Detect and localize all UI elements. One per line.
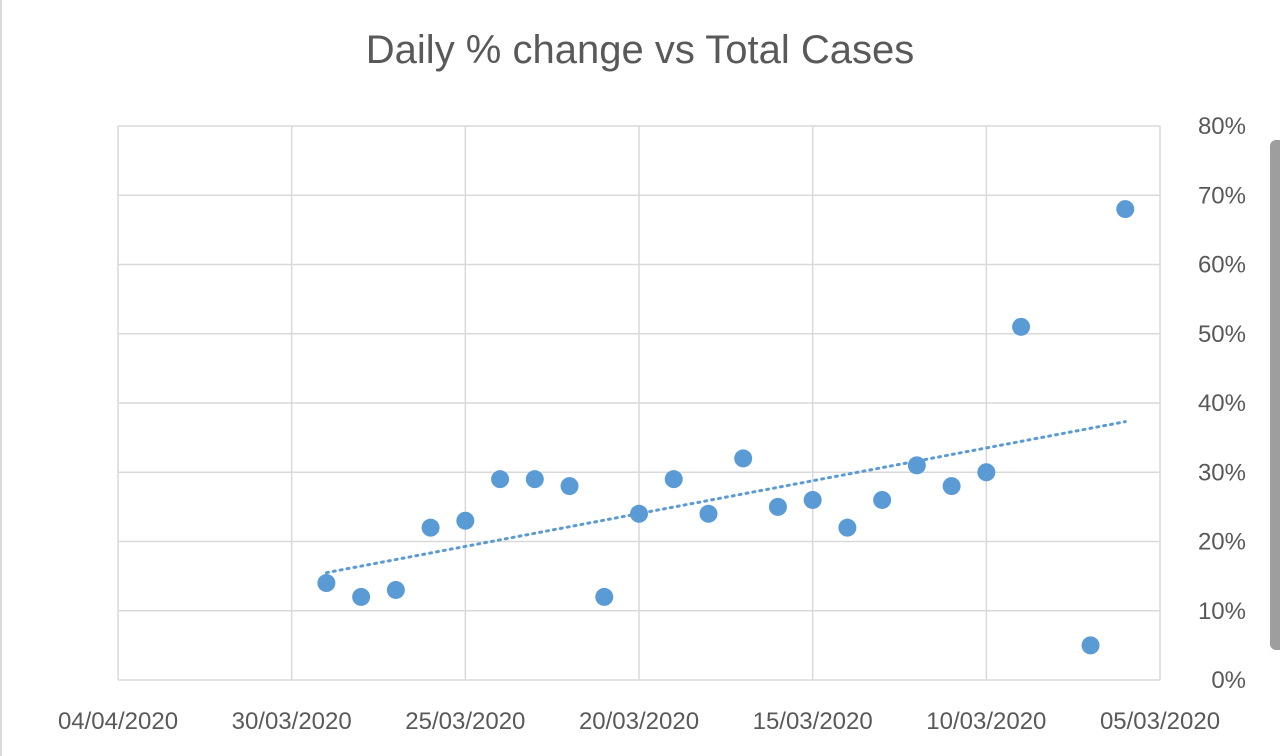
data-point xyxy=(942,477,961,496)
data-point xyxy=(456,511,475,530)
y-tick-label: 70% xyxy=(1198,182,1246,209)
data-point xyxy=(873,490,892,509)
x-tick-label: 04/04/2020 xyxy=(58,708,178,735)
data-point xyxy=(1116,200,1135,219)
data-point xyxy=(977,463,996,482)
data-point xyxy=(1012,317,1031,336)
data-point xyxy=(525,470,544,489)
data-point xyxy=(803,490,822,509)
y-tick-label: 0% xyxy=(1211,667,1246,694)
data-point xyxy=(768,497,787,516)
y-tick-label: 10% xyxy=(1198,598,1246,625)
data-point xyxy=(664,470,683,489)
data-point xyxy=(630,504,648,523)
x-tick-label: 05/03/2020 xyxy=(1100,708,1220,735)
data-point xyxy=(1081,636,1100,655)
y-tick-label: 20% xyxy=(1198,529,1246,556)
data-point xyxy=(421,518,440,537)
y-tick-label: 40% xyxy=(1198,390,1246,417)
data-point xyxy=(838,518,857,537)
data-point xyxy=(491,470,510,489)
x-tick-label: 10/03/2020 xyxy=(926,708,1046,735)
x-tick-label: 15/03/2020 xyxy=(753,708,873,735)
data-point xyxy=(317,574,336,593)
y-tick-label: 30% xyxy=(1198,459,1246,486)
y-tick-label: 60% xyxy=(1198,252,1246,279)
data-point xyxy=(560,477,579,496)
x-tick-label: 30/03/2020 xyxy=(232,708,352,735)
data-point xyxy=(907,456,926,475)
trendline xyxy=(324,420,1127,575)
data-point xyxy=(595,587,614,606)
data-point xyxy=(699,504,718,523)
x-tick-label: 20/03/2020 xyxy=(579,708,699,735)
scrollbar-handle[interactable] xyxy=(1270,140,1280,650)
x-tick-label: 25/03/2020 xyxy=(405,708,525,735)
y-tick-label: 50% xyxy=(1198,321,1246,348)
data-point xyxy=(386,580,405,599)
data-point xyxy=(734,449,753,468)
chart-title: Daily % change vs Total Cases xyxy=(365,28,915,72)
data-point xyxy=(352,587,371,606)
y-tick-label: 80% xyxy=(1198,113,1246,140)
